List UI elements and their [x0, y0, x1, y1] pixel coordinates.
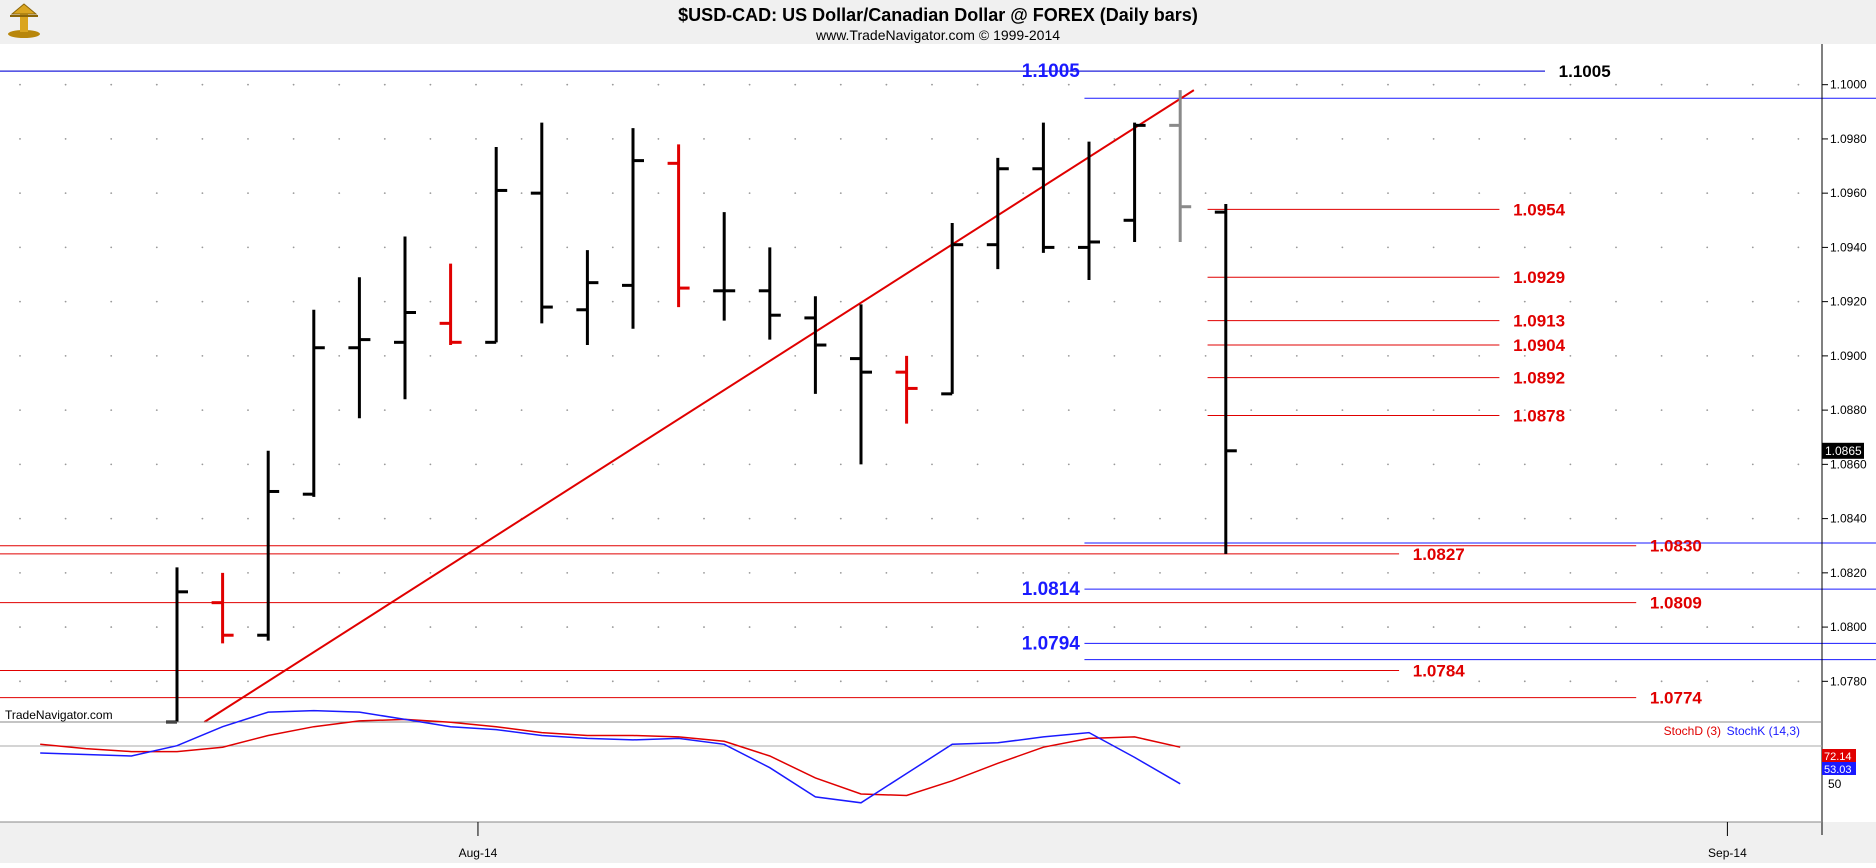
y-tick-label-6: 1.0880 [1830, 403, 1867, 417]
stoch-legend-k: StochK (14,3) [1727, 724, 1800, 738]
x-tick-label-0: Aug-14 [459, 846, 498, 860]
red-level-label-8: 1.0809 [1650, 594, 1702, 613]
ohlc-bar-19 [1032, 122, 1055, 253]
ohlc-bar-15 [850, 304, 872, 465]
trade-navigator-logo-icon [8, 3, 40, 38]
ohlc-bar-16 [895, 355, 918, 424]
ohlc-bar-21 [1123, 122, 1146, 242]
level-labels: 1.10051.10051.09951.08311.08141.07941.07… [1022, 61, 1703, 708]
ohlc-bar-18 [986, 157, 1009, 270]
support-resistance-levels [0, 70, 1876, 699]
y-tick-label-7: 1.0860 [1830, 457, 1867, 471]
y-tick-label-9: 1.0820 [1830, 566, 1867, 580]
stochastic-background [0, 722, 1822, 822]
ohlc-bar-7 [485, 147, 508, 344]
red-level-label-7: 1.0827 [1413, 545, 1465, 564]
ohlc-bar-22 [1169, 90, 1192, 242]
stoch-k-line [40, 709, 1181, 804]
stoch-legend-d: StochD (3) [1664, 724, 1721, 738]
y-tick-label-1: 1.0980 [1830, 132, 1867, 146]
price-bars [166, 90, 1237, 724]
ohlc-bar-3 [302, 309, 325, 497]
ohlc-bar-13 [758, 247, 781, 340]
stoch-k-value-box [1822, 762, 1856, 775]
grid-dots [19, 83, 1800, 683]
y-tick-label-8: 1.0840 [1830, 512, 1867, 526]
x-tick-label-1: Sep-14 [1708, 846, 1747, 860]
red-level-label-10: 1.0774 [1650, 689, 1703, 708]
red-level-label-6: 1.0830 [1650, 537, 1702, 556]
stoch-k-value: 53.03 [1824, 764, 1852, 776]
ohlc-bar-5 [394, 236, 416, 400]
chart-subtitle: www.TradeNavigator.com © 1999-2014 [815, 27, 1060, 43]
last-price-box [1822, 442, 1864, 459]
ohlc-bar-11 [667, 144, 690, 308]
blue-level-label-3: 1.0814 [1022, 579, 1081, 600]
y-tick-label-5: 1.0900 [1830, 349, 1867, 363]
red-level-label-5: 1.0878 [1513, 407, 1565, 426]
y-tick-label-11: 1.0780 [1830, 674, 1867, 688]
watermark-text: TradeNavigator.com [5, 708, 113, 722]
chart-title: $USD-CAD: US Dollar/Canadian Dollar @ FO… [678, 5, 1198, 25]
ohlc-bar-9 [576, 250, 599, 346]
blue-level-label-4: 1.0794 [1022, 633, 1081, 654]
y-tick-label-3: 1.0940 [1830, 240, 1867, 254]
price-axis: 1.1000 1.0980 1.0960 1.0940 1.0920 1.0900 1.08… [1822, 78, 1867, 688]
y-tick-label-2: 1.0960 [1830, 186, 1867, 200]
y-tick-label-10: 1.0800 [1830, 620, 1867, 634]
ohlc-bar-20 [1078, 141, 1100, 280]
red-level-label-1: 1.0929 [1513, 268, 1565, 287]
trendline-layer [203, 89, 1195, 723]
red-level-label-2: 1.0913 [1513, 312, 1565, 331]
ohlc-bar-12 [713, 212, 736, 321]
trendline [203, 89, 1195, 723]
y-tick-label-4: 1.0920 [1830, 295, 1867, 309]
stoch-d-value: 72.14 [1824, 751, 1852, 763]
ohlc-bar-10 [622, 128, 644, 329]
ohlc-bar-17 [941, 222, 964, 396]
black-level-label-0: 1.1005 [1559, 62, 1611, 81]
stoch-tick-50: 50 [1828, 777, 1842, 791]
blue-level-label-0: 1.1005 [1022, 61, 1081, 82]
ohlc-bar-1 [211, 572, 234, 644]
ohlc-bar-8 [530, 122, 553, 324]
price-axis-background [1822, 44, 1876, 822]
ohlc-bar-2 [257, 450, 280, 641]
ohlc-bar-6 [439, 263, 462, 346]
stoch-d-line [40, 718, 1181, 797]
ohlc-bar-4 [348, 277, 371, 419]
red-level-label-9: 1.0784 [1413, 661, 1466, 680]
plot-background [0, 44, 1822, 722]
last-price-label: 1.0865 [1825, 444, 1862, 458]
y-tick-label-0: 1.1000 [1830, 78, 1867, 92]
ohlc-bar-14 [804, 296, 827, 394]
ohlc-bar-23 [1214, 204, 1237, 554]
red-level-label-0: 1.0954 [1513, 200, 1566, 219]
date-axis: Aug-14 Sep-14 [459, 822, 1747, 860]
stoch-d-value-box [1822, 749, 1856, 762]
red-level-label-3: 1.0904 [1513, 336, 1566, 355]
red-level-label-4: 1.0892 [1513, 369, 1565, 388]
